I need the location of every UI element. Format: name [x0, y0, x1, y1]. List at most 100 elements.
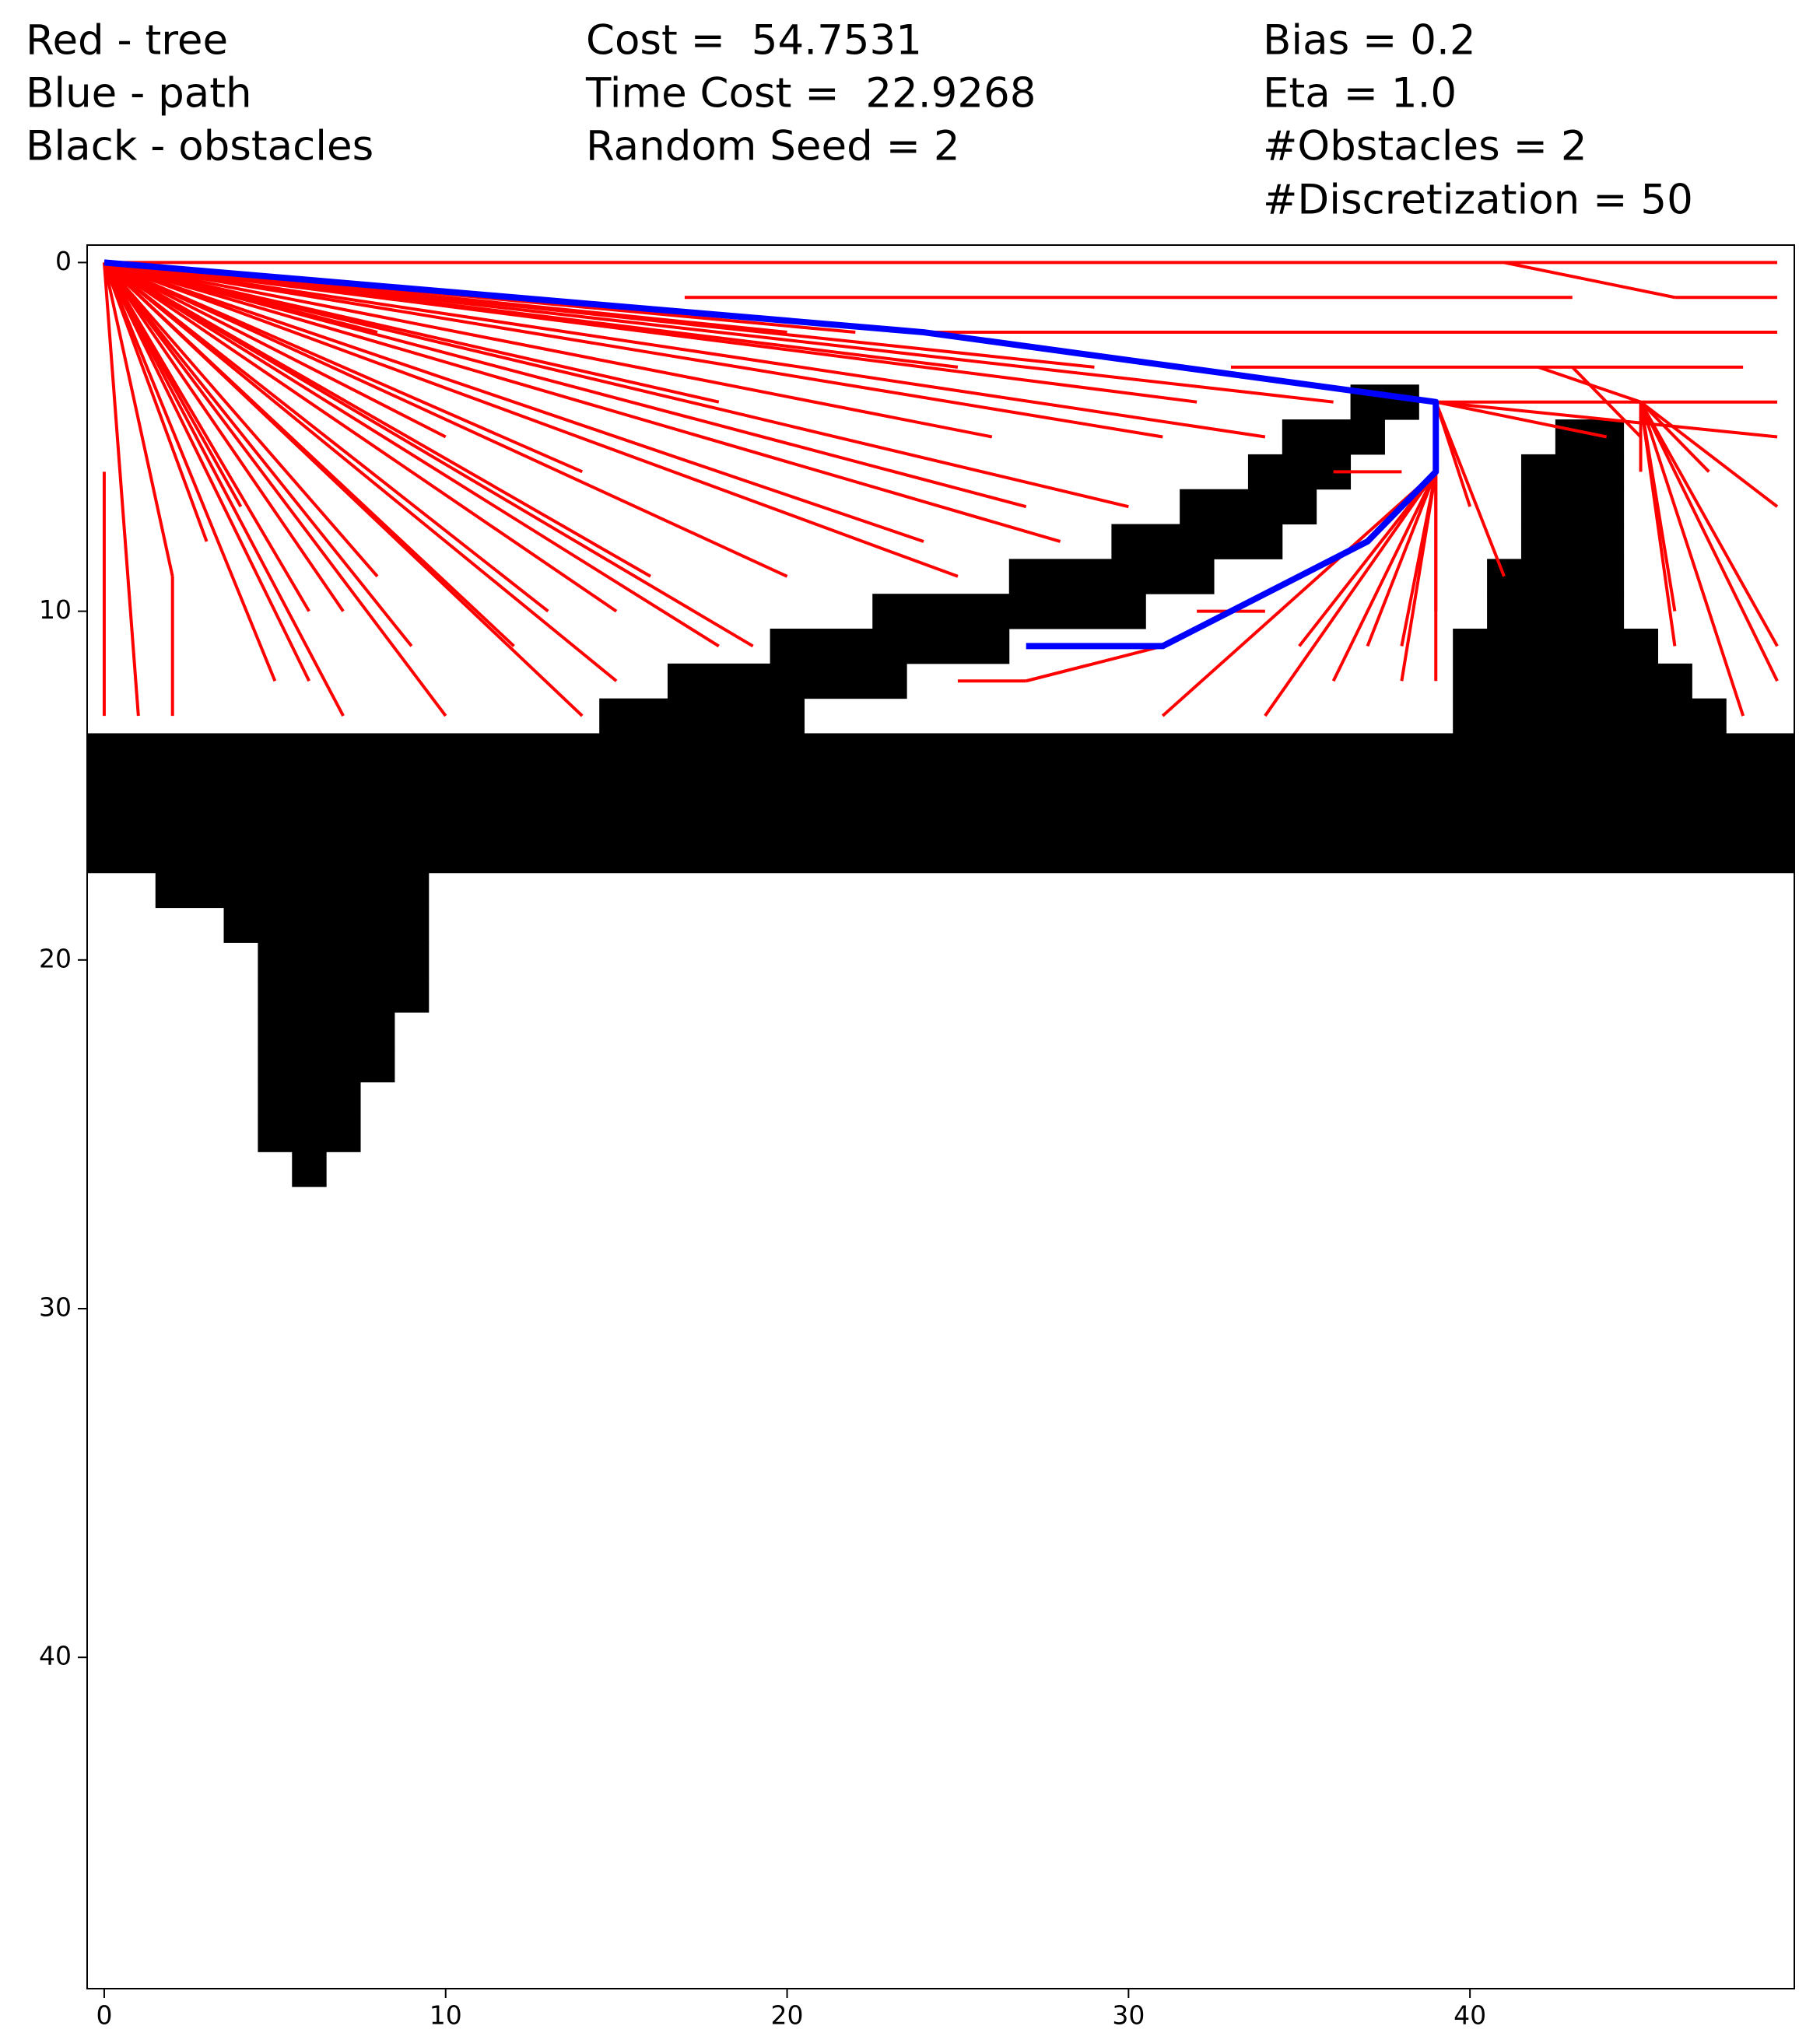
tree-edge	[103, 261, 311, 682]
obstacle-cell	[87, 803, 1795, 839]
tree-edge	[1435, 400, 1608, 439]
tree-edge	[103, 261, 379, 578]
obstacle-cell	[1282, 419, 1385, 455]
ticks: 0 10 20 30 40 0 10 20 30 40	[39, 246, 1486, 2031]
x-tick-label: 40	[1454, 2000, 1486, 2031]
tree-edge	[103, 261, 549, 613]
obstacle-cell	[1520, 489, 1625, 525]
tree-edge	[103, 261, 243, 508]
tree-edge	[103, 261, 1163, 439]
tree-edge	[1639, 401, 1779, 508]
tree-edge	[103, 261, 277, 682]
tree-edge	[103, 261, 959, 369]
obstacle-cell	[1453, 698, 1727, 734]
tree-edge	[103, 261, 959, 578]
tree-edge	[1639, 401, 1677, 612]
tree-edge	[1571, 366, 1642, 438]
tree-edge	[1639, 401, 1710, 473]
path-line	[103, 259, 1440, 650]
obstacle-cell	[1555, 419, 1625, 455]
annotation: Cost = 54.7531	[586, 17, 922, 65]
tree-edge	[1503, 261, 1675, 300]
obstacle-cell	[292, 1151, 327, 1187]
obstacle-cell	[1111, 524, 1283, 559]
tree-edge	[1538, 365, 1642, 404]
obstacle-cell	[599, 698, 805, 734]
obstacle-cell	[258, 942, 430, 978]
tree-edge	[1400, 471, 1438, 682]
obstacle-cell	[1487, 559, 1625, 594]
obstacle-cell	[1180, 489, 1317, 525]
obstacles	[87, 384, 1795, 1187]
obstacle-cell	[258, 1116, 361, 1152]
annotation: Blue - path	[26, 70, 252, 117]
obstacle-cell	[872, 594, 1146, 629]
obstacle-cell	[1520, 524, 1625, 559]
tree-edge	[103, 261, 754, 648]
tree-edge	[102, 262, 140, 717]
tree-edge	[103, 261, 618, 613]
axes-frame	[86, 244, 1795, 1989]
annotation: Black - obstacles	[26, 123, 373, 170]
tree-edge	[1436, 400, 1778, 439]
tree-edge	[103, 261, 720, 648]
y-tick-label: 40	[39, 1641, 72, 1671]
obstacle-cell	[258, 1046, 395, 1083]
annotation: Eta = 1.0	[1263, 70, 1457, 117]
obstacle-cell	[258, 977, 430, 1013]
obstacle-cell	[1008, 559, 1215, 594]
annotation: Time Cost = 22.9268	[585, 70, 1036, 117]
obstacle-cell	[87, 837, 1795, 874]
tree-edge	[103, 261, 584, 474]
tree-edge	[102, 261, 174, 577]
obstacle-cell	[155, 872, 430, 909]
obstacle-cell	[1453, 663, 1692, 699]
tree-edge	[103, 261, 618, 682]
tree-edge	[103, 261, 993, 439]
tree-edge	[103, 261, 652, 578]
y-tick-label: 30	[39, 1292, 72, 1323]
obstacle-cell	[1487, 594, 1625, 629]
tree-edge	[103, 261, 584, 717]
tree-edge	[1161, 470, 1437, 717]
header: Red - tree Blue - path Black - obstacles Co…	[26, 17, 1693, 224]
tree-edge	[103, 261, 447, 717]
annotation: #Obstacles = 2	[1263, 123, 1587, 170]
obstacle-cell	[667, 663, 907, 699]
tree-edge	[1298, 471, 1437, 647]
tree-edge	[1366, 471, 1438, 647]
obstacle-cell	[223, 907, 430, 943]
tree-edge	[103, 261, 345, 612]
tree-edge	[103, 261, 378, 334]
tree-edge	[103, 261, 924, 543]
x-tick-label: 0	[96, 2000, 112, 2031]
tree-edge	[1331, 471, 1438, 682]
obstacle-cell	[770, 629, 1010, 664]
tree-edge	[103, 261, 1266, 439]
x-tick-label: 20	[771, 2000, 804, 2031]
obstacle-cell	[258, 1012, 395, 1048]
tree-edge	[103, 261, 720, 404]
tree-edge	[1026, 644, 1163, 683]
path	[103, 259, 1440, 650]
tree-edge	[103, 261, 345, 717]
tree-edge	[103, 261, 1334, 404]
obstacle-cell	[258, 1081, 361, 1117]
tree-edge	[103, 261, 209, 542]
y-tick-label: 20	[39, 943, 72, 973]
annotation: Red - tree	[26, 17, 228, 65]
x-tick-label: 10	[430, 2000, 462, 2031]
obstacle-cell	[87, 768, 1795, 804]
x-tick-label: 30	[1112, 2000, 1145, 2031]
annotation: #Discretization = 50	[1263, 177, 1693, 224]
obstacle-cell	[1520, 454, 1625, 490]
y-tick-label: 10	[39, 594, 72, 625]
obstacle-cell	[87, 733, 1795, 769]
y-tick-label: 0	[55, 246, 72, 276]
tree-edge	[103, 261, 413, 647]
annotation: Random Seed = 2	[586, 123, 960, 170]
tree-edge	[1639, 401, 1779, 682]
tree-edge	[1639, 401, 1779, 647]
